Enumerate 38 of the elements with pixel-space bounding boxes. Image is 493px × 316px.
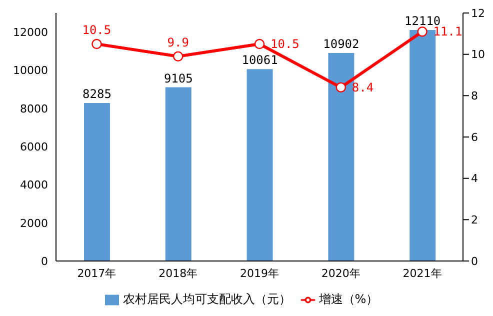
y-tick-label: 2000: [20, 216, 48, 230]
data-label: 10.5: [82, 23, 112, 37]
bar: [410, 30, 436, 261]
y-tick-label: 6000: [20, 140, 48, 154]
legend-label: 增速（%）: [318, 292, 378, 306]
y2-tick-label: 10: [471, 48, 485, 62]
point: [254, 38, 265, 50]
y2-tick-label: 0: [471, 254, 478, 268]
y2-tick-label: 12: [471, 6, 485, 20]
y-tick-label: 10000: [13, 64, 48, 78]
point: [417, 26, 428, 37]
x-tick-label: 2020年: [321, 266, 360, 280]
x-tick-label: 2017年: [77, 266, 116, 280]
bar: [165, 87, 192, 261]
bar: [246, 69, 273, 261]
point: [173, 51, 184, 62]
data-label: 9105: [164, 71, 193, 86]
y-tick-label: 0: [41, 254, 48, 268]
data-label: 10.5: [270, 37, 300, 51]
data-label: 8285: [82, 86, 112, 101]
y2-tick-label: 8: [471, 90, 478, 103]
legend-label: 农村居民人均可支配收入（元）: [122, 292, 291, 306]
x-tick-label: 2018年: [158, 266, 198, 280]
bar: [328, 53, 354, 261]
data-label: 10902: [323, 37, 360, 52]
y2-tick-label: 6: [471, 130, 478, 144]
y-tick-label: 12000: [13, 26, 48, 39]
y-tick-label: 4000: [20, 178, 48, 192]
x-tick-label: 2019年: [240, 266, 279, 280]
point: [92, 38, 102, 50]
y2-tick-label: 2: [471, 214, 478, 227]
data-label: 9.9: [167, 35, 189, 50]
y2-tick-label: 4: [471, 172, 478, 186]
x-tick-label: 2021年: [402, 266, 442, 280]
bar: [84, 102, 110, 261]
point: [336, 82, 346, 92]
data-label: 10061: [242, 53, 278, 68]
y-tick-label: 8000: [20, 102, 48, 116]
